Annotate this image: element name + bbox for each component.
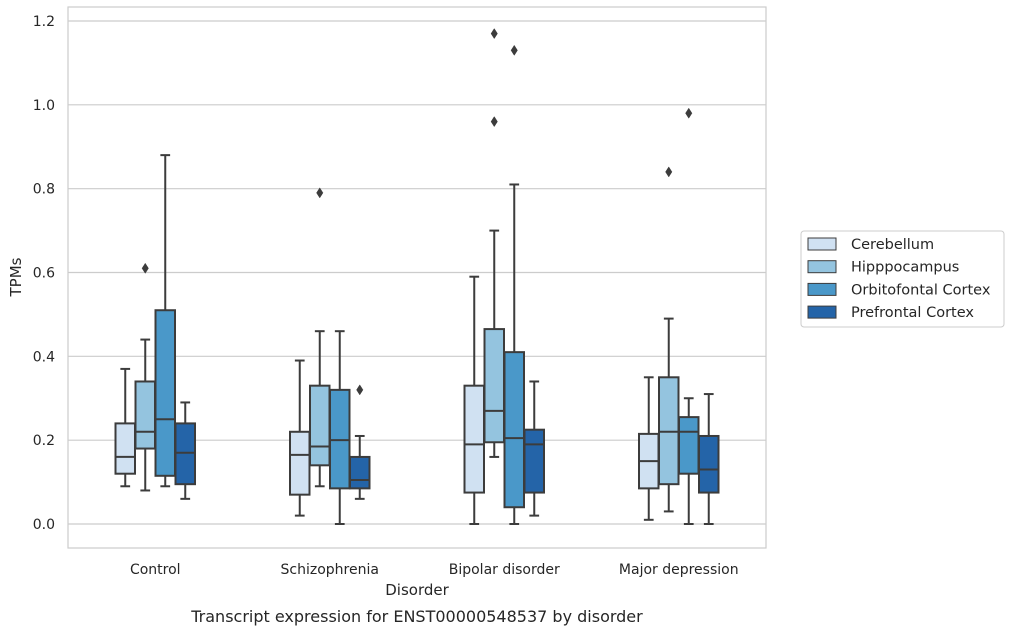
x-axis-title: Disorder <box>385 581 449 599</box>
y-tick-label: 0.6 <box>33 266 55 282</box>
plot-area-frame <box>67 6 767 549</box>
legend-label: Hipppocampus <box>851 260 959 276</box>
outlier-point <box>490 116 498 128</box>
box <box>154 309 176 477</box>
box <box>698 434 720 494</box>
box <box>134 380 156 450</box>
y-tick-label: 1.0 <box>33 98 55 114</box>
box <box>329 388 351 490</box>
legend: Cerebellum Hipppocampus Orbitofontal Corte… <box>800 230 1005 328</box>
box <box>114 422 136 475</box>
legend-label: Cerebellum <box>851 237 934 253</box>
y-tick-label: 1.2 <box>33 14 55 30</box>
box <box>678 416 700 475</box>
x-tick-label: Bipolar disorder <box>449 562 560 578</box>
box <box>523 428 545 494</box>
box <box>174 422 196 486</box>
box <box>658 376 680 486</box>
legend-frame <box>800 230 1005 328</box>
outlier-point <box>510 44 518 56</box>
x-tick-label: Major depression <box>619 562 739 578</box>
legend-swatch <box>807 260 837 274</box>
box <box>503 351 525 509</box>
x-tick-labels: Control Schizophrenia Bipolar disorder Majo… <box>130 562 739 578</box>
y-tick-label: 0.4 <box>33 349 55 365</box>
box-marks <box>114 28 720 525</box>
legend-label: Prefrontal Cortex <box>851 305 974 321</box>
outlier-point <box>665 166 673 178</box>
box <box>349 455 371 490</box>
box <box>309 384 331 467</box>
box <box>289 430 311 496</box>
x-tick-label: Control <box>130 562 181 578</box>
legend-swatch <box>807 237 837 251</box>
outlier-point <box>356 384 364 396</box>
legend-swatch <box>807 282 837 296</box>
box <box>463 384 485 494</box>
y-tick-label: 0.8 <box>33 182 55 198</box>
outlier-point <box>685 107 693 119</box>
outlier-point <box>141 262 149 274</box>
legend-swatch <box>807 305 837 319</box>
x-tick-label: Schizophrenia <box>281 562 379 578</box>
y-tick-label: 0.0 <box>33 517 55 533</box>
outlier-point <box>316 187 324 199</box>
y-tick-labels: 0.0 0.2 0.4 0.6 0.8 1.0 1.2 <box>33 14 55 533</box>
chart-caption: Transcript expression for ENST0000054853… <box>190 607 643 626</box>
y-tick-label: 0.2 <box>33 433 55 449</box>
outlier-point <box>490 28 498 40</box>
legend-label: Orbitofontal Cortex <box>851 282 991 298</box>
box <box>483 328 505 444</box>
y-axis-title: TPMs <box>7 257 25 297</box>
